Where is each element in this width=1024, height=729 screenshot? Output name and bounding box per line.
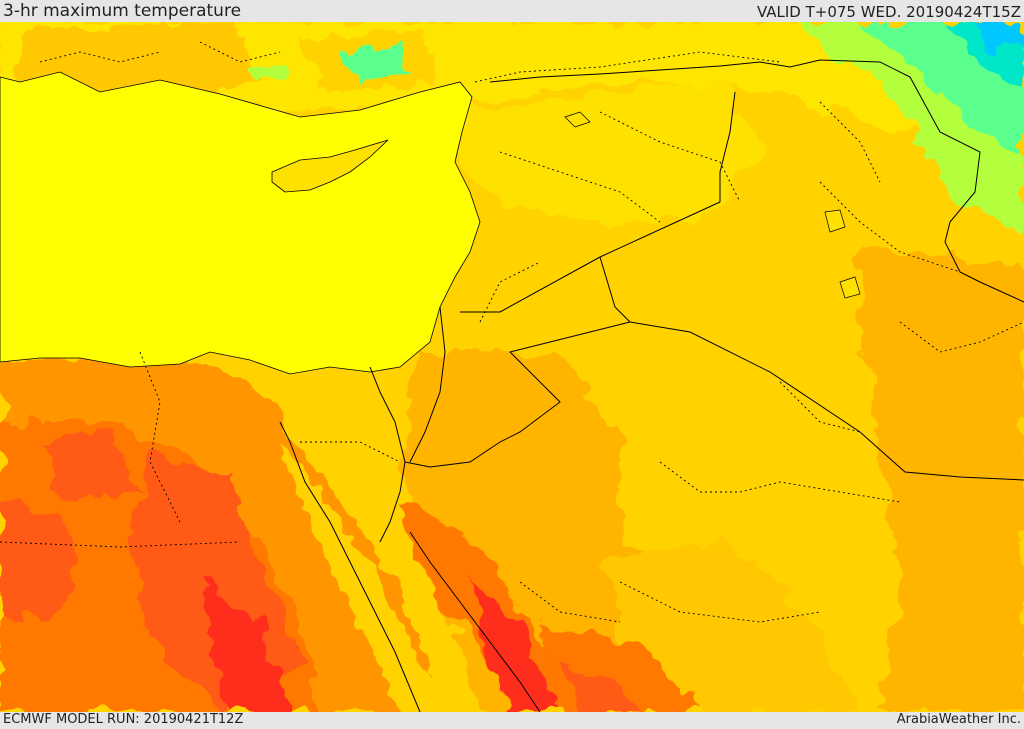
footer-bar	[0, 712, 1024, 729]
mediterranean-sea	[0, 71, 481, 375]
solid-borders	[279, 59, 1024, 712]
cyprus-island	[271, 139, 389, 193]
temperature-zones-south-west	[0, 352, 700, 712]
map-title: 3-hr maximum temperature	[3, 1, 242, 21]
country-borders	[0, 41, 1024, 623]
model-run-label: ECMWF MODEL RUN: 20190421T12Z	[3, 712, 244, 727]
temperature-zones-north	[0, 22, 1024, 232]
header-bar: 3-hr maximum temperature VALID T+075 WED…	[0, 0, 1024, 22]
valid-time: VALID T+075 WED. 20190424T15Z	[756, 3, 1021, 21]
lakes	[564, 111, 861, 299]
credit-label: ArabiaWeather Inc.	[896, 712, 1021, 727]
map-panel[interactable]	[0, 22, 1024, 712]
temperature-map[interactable]	[0, 22, 1024, 712]
